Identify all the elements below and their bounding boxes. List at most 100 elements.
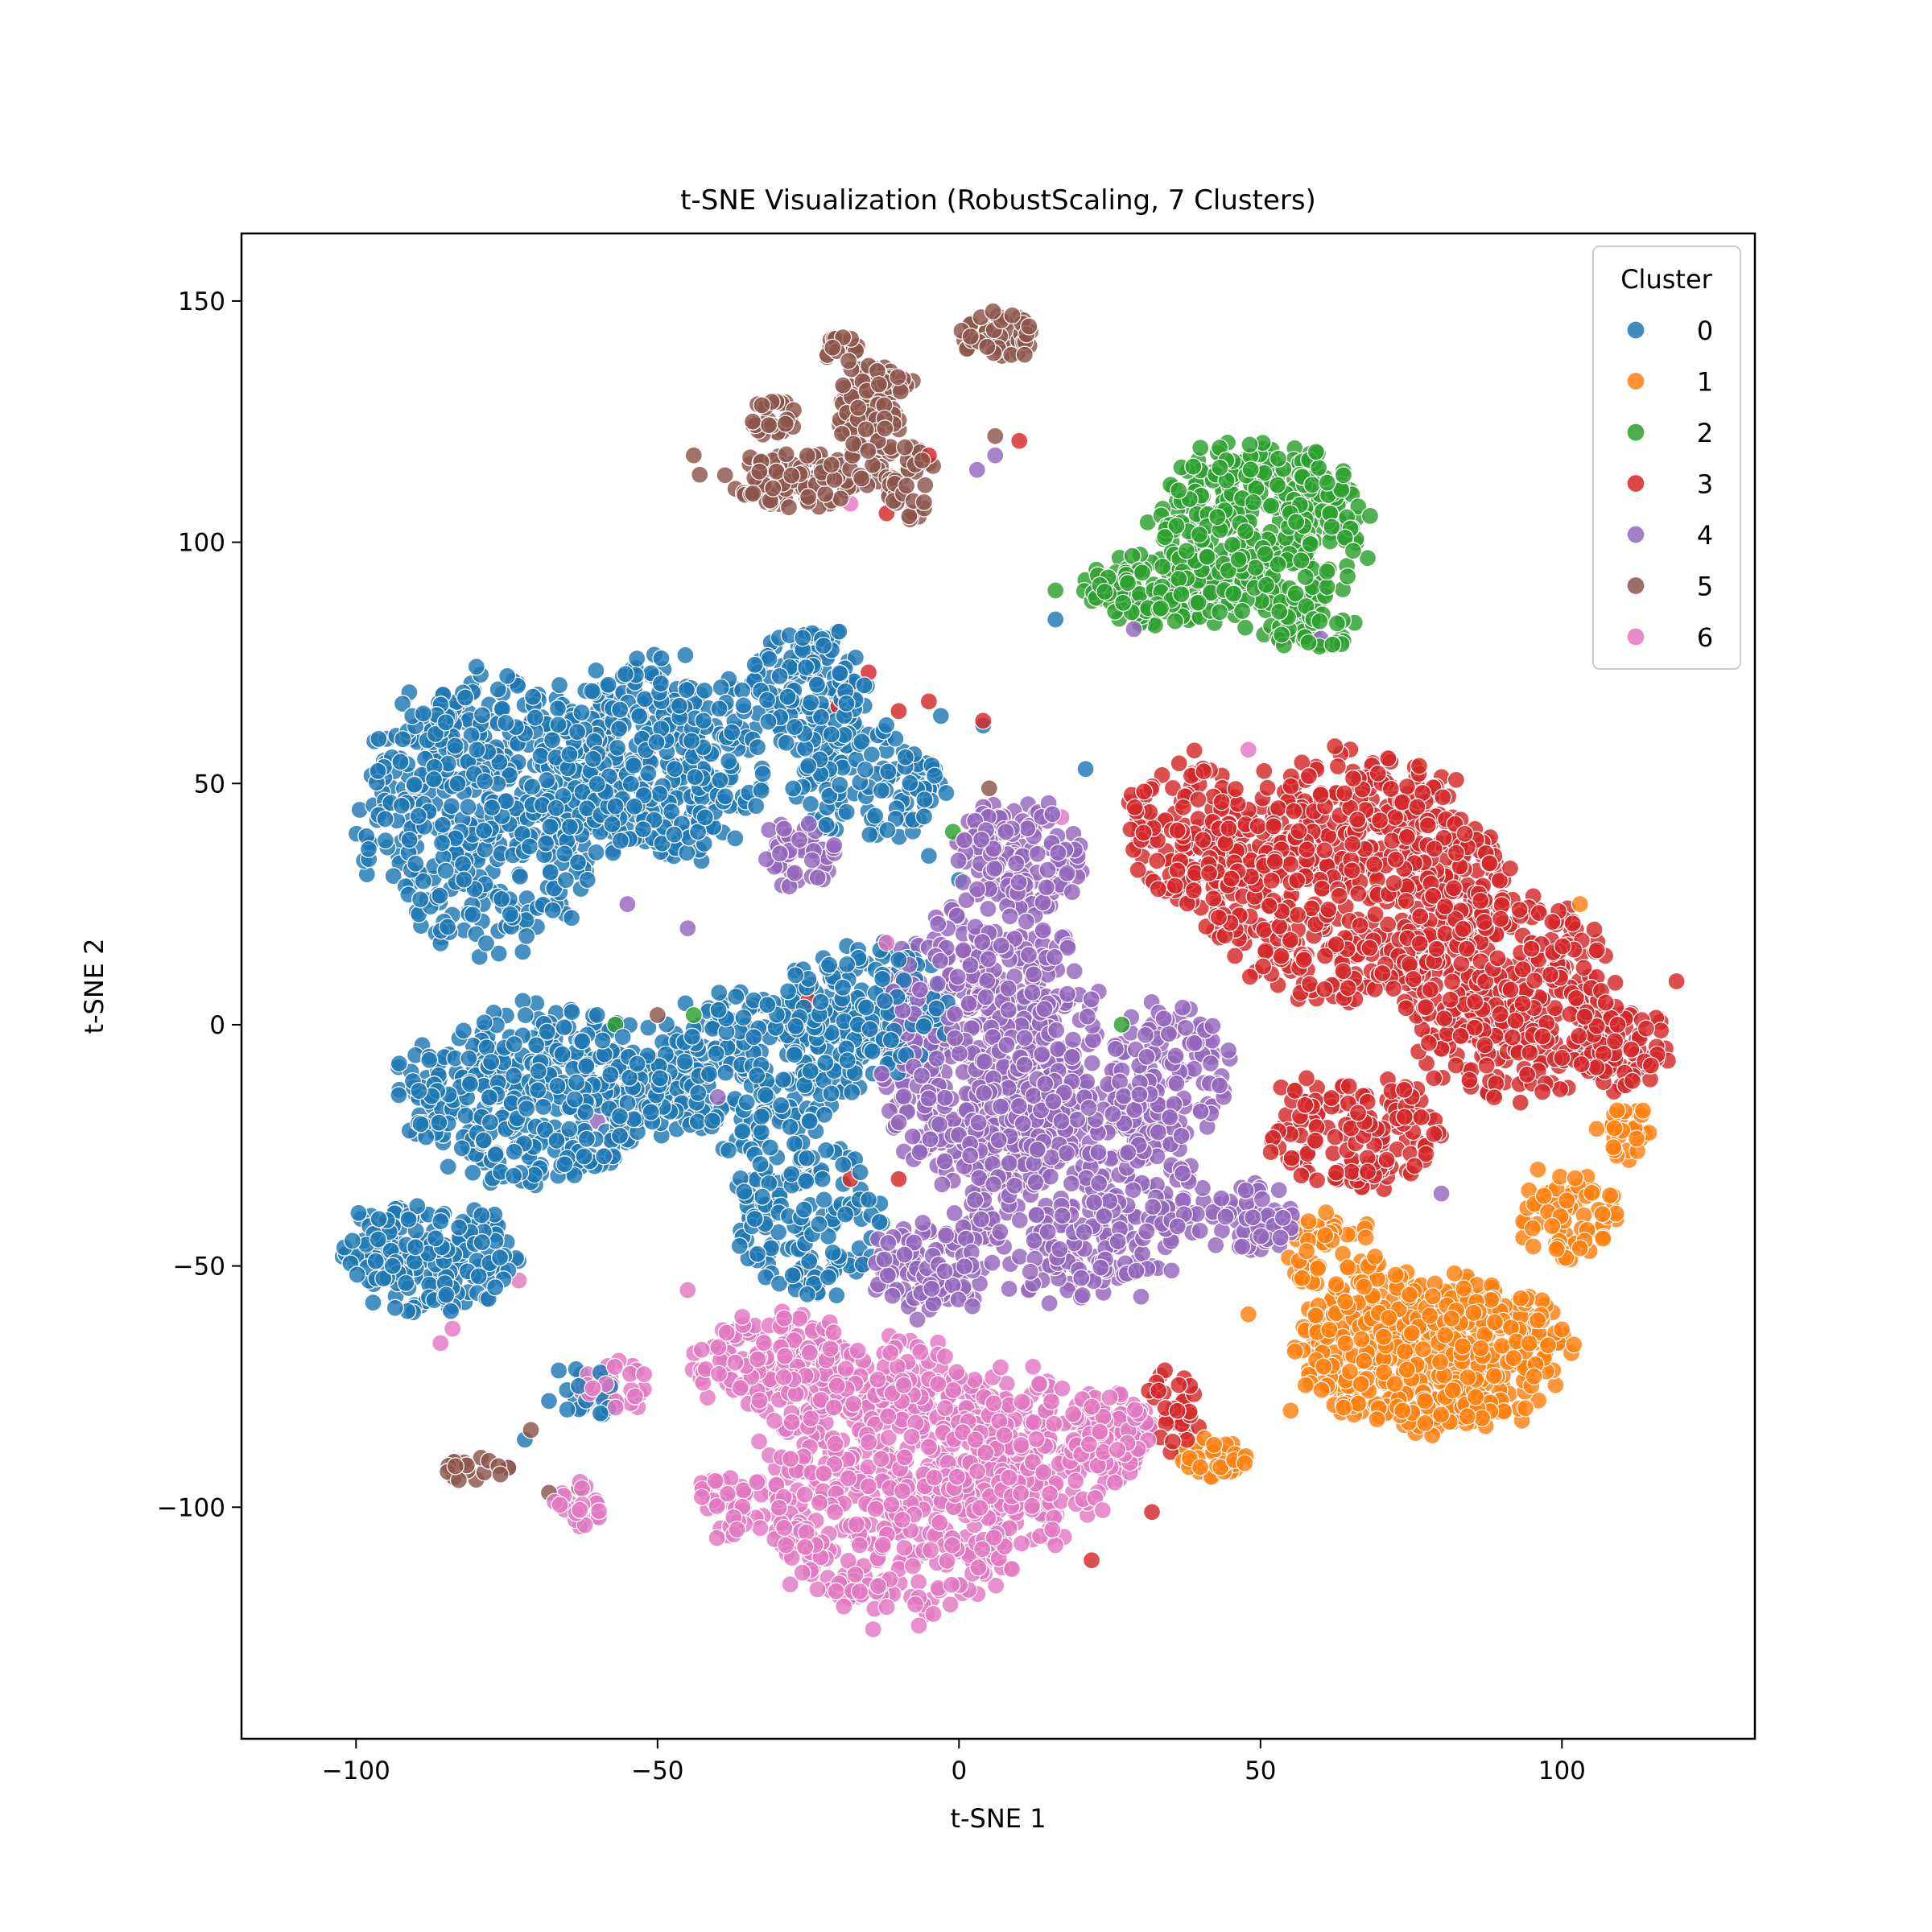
point-cluster-1 xyxy=(1282,1402,1300,1420)
point-cluster-5 xyxy=(980,779,998,798)
point-cluster-4 xyxy=(618,894,637,914)
point-cluster-5 xyxy=(986,427,1005,445)
point-cluster-0 xyxy=(676,646,695,665)
point-cluster-1 xyxy=(1571,894,1589,914)
point-cluster-3 xyxy=(919,692,939,711)
point-cluster-6 xyxy=(692,1340,711,1359)
point-cluster-0 xyxy=(712,678,730,697)
point-cluster-0 xyxy=(879,762,898,781)
point-cluster-0 xyxy=(753,764,772,783)
point-cluster-5 xyxy=(684,446,703,464)
point-cluster-0 xyxy=(931,707,950,725)
point-cluster-6 xyxy=(835,1597,853,1616)
point-cluster-4 xyxy=(1010,1247,1029,1266)
point-cluster-6 xyxy=(431,1334,450,1352)
point-cluster-0 xyxy=(587,843,605,862)
point-cluster-0 xyxy=(539,1392,559,1410)
point-cluster-4 xyxy=(1432,1184,1451,1203)
point-cluster-4 xyxy=(1065,962,1084,980)
point-cluster-6 xyxy=(808,1580,827,1599)
point-cluster-1 xyxy=(1530,1391,1548,1410)
point-cluster-4 xyxy=(1124,1181,1142,1199)
point-cluster-0 xyxy=(464,1163,482,1182)
point-cluster-0 xyxy=(562,909,581,927)
point-cluster-4 xyxy=(1132,1287,1150,1306)
point-cluster-1 xyxy=(1553,1320,1571,1339)
point-cluster-6 xyxy=(679,1281,697,1299)
point-cluster-4 xyxy=(1040,1294,1059,1313)
point-cluster-3 xyxy=(1155,1361,1174,1380)
point-cluster-3 xyxy=(1342,1162,1361,1181)
point-cluster-2 xyxy=(1046,581,1065,600)
point-cluster-0 xyxy=(1076,760,1095,778)
point-cluster-3 xyxy=(890,1170,908,1188)
point-cluster-3 xyxy=(1667,972,1686,991)
point-cluster-0 xyxy=(550,675,569,695)
point-cluster-3 xyxy=(1185,741,1203,760)
point-cluster-4 xyxy=(991,1222,1009,1241)
point-cluster-0 xyxy=(510,867,530,886)
point-cluster-0 xyxy=(937,783,956,803)
point-cluster-3 xyxy=(1447,1056,1465,1075)
point-cluster-3 xyxy=(974,712,993,730)
point-cluster-0 xyxy=(919,847,939,865)
point-cluster-1 xyxy=(1339,1258,1357,1277)
point-cluster-3 xyxy=(1129,861,1147,879)
point-cluster-0 xyxy=(1046,610,1065,629)
point-cluster-3 xyxy=(1447,770,1466,789)
point-cluster-1 xyxy=(1356,1228,1375,1247)
point-cluster-4 xyxy=(983,1253,1001,1272)
point-cluster-3 xyxy=(1142,1503,1162,1521)
point-cluster-0 xyxy=(761,1138,779,1157)
point-cluster-3 xyxy=(1585,920,1604,939)
point-cluster-3 xyxy=(1501,859,1520,877)
point-cluster-4 xyxy=(1034,921,1052,939)
point-cluster-2 xyxy=(1358,549,1377,568)
point-cluster-1 xyxy=(1600,1186,1620,1205)
point-cluster-4 xyxy=(1162,1261,1181,1280)
point-cluster-4 xyxy=(933,1175,952,1194)
point-cluster-3 xyxy=(1255,762,1274,780)
data-points xyxy=(333,302,1686,1639)
point-cluster-3 xyxy=(1292,1166,1311,1185)
chart-title: t-SNE Visualization (RobustScaling, 7 Cl… xyxy=(680,184,1316,217)
point-cluster-4 xyxy=(979,899,997,919)
point-cluster-4 xyxy=(1269,1181,1288,1199)
point-cluster-4 xyxy=(760,820,778,840)
point-cluster-0 xyxy=(828,1286,846,1305)
point-cluster-6 xyxy=(1067,1472,1085,1490)
point-cluster-6 xyxy=(827,1582,845,1600)
point-cluster-3 xyxy=(1315,841,1334,860)
point-cluster-3 xyxy=(1425,1069,1443,1088)
point-cluster-6 xyxy=(1024,1357,1042,1376)
point-cluster-4 xyxy=(908,1311,927,1329)
point-cluster-1 xyxy=(1587,1120,1606,1138)
point-cluster-4 xyxy=(986,446,1005,464)
point-cluster-4 xyxy=(1024,965,1043,984)
point-cluster-0 xyxy=(369,729,388,749)
point-cluster-3 xyxy=(1170,754,1188,773)
point-cluster-5 xyxy=(716,466,734,485)
point-cluster-4 xyxy=(1038,1223,1057,1241)
point-cluster-6 xyxy=(781,1575,799,1594)
point-cluster-4 xyxy=(1083,1054,1101,1072)
point-cluster-4 xyxy=(1133,1245,1152,1263)
point-cluster-4 xyxy=(1010,1211,1029,1230)
point-cluster-4 xyxy=(1082,990,1100,1009)
point-cluster-3 xyxy=(1082,1551,1101,1570)
point-cluster-6 xyxy=(1239,741,1257,759)
point-cluster-6 xyxy=(1012,1534,1031,1553)
point-cluster-6 xyxy=(877,1598,896,1616)
point-cluster-0 xyxy=(492,890,511,909)
point-cluster-1 xyxy=(1523,1219,1542,1237)
point-cluster-0 xyxy=(364,1293,382,1312)
point-cluster-0 xyxy=(798,1285,817,1303)
point-cluster-6 xyxy=(910,1616,928,1635)
point-cluster-6 xyxy=(708,1529,726,1547)
point-cluster-6 xyxy=(909,1573,928,1591)
point-cluster-4 xyxy=(914,1213,932,1232)
point-cluster-0 xyxy=(514,943,532,961)
point-cluster-1 xyxy=(1484,1367,1504,1385)
point-cluster-4 xyxy=(954,941,972,960)
